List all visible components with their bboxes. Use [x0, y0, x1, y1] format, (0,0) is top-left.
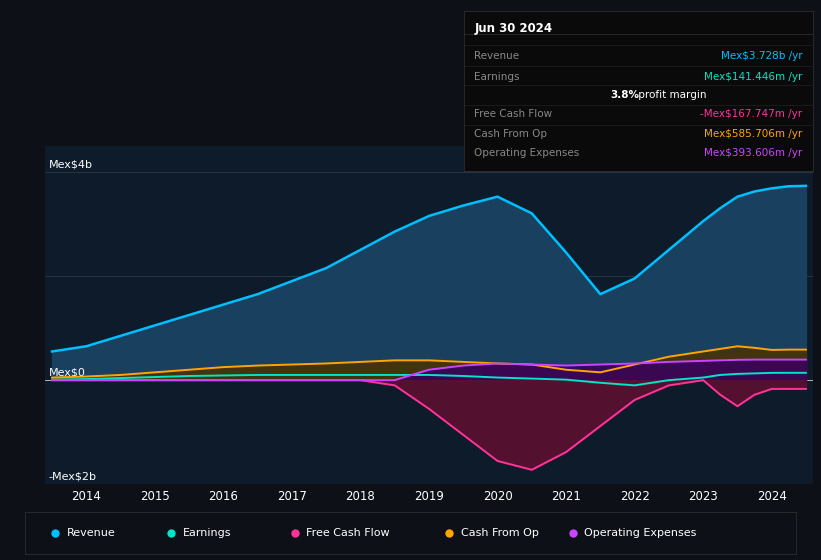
Text: Revenue: Revenue	[67, 529, 116, 538]
Text: Mex$3.728b /yr: Mex$3.728b /yr	[721, 51, 802, 61]
Text: profit margin: profit margin	[635, 90, 706, 100]
Text: Free Cash Flow: Free Cash Flow	[475, 109, 553, 119]
Text: Cash From Op: Cash From Op	[475, 129, 548, 139]
Text: Earnings: Earnings	[183, 529, 232, 538]
Text: Earnings: Earnings	[475, 72, 520, 82]
Text: Mex$393.606m /yr: Mex$393.606m /yr	[704, 148, 802, 158]
Text: Jun 30 2024: Jun 30 2024	[475, 22, 553, 35]
Text: Mex$141.446m /yr: Mex$141.446m /yr	[704, 72, 802, 82]
Text: Free Cash Flow: Free Cash Flow	[306, 529, 390, 538]
Text: -Mex$167.747m /yr: -Mex$167.747m /yr	[700, 109, 802, 119]
Text: Cash From Op: Cash From Op	[461, 529, 539, 538]
Text: 3.8%: 3.8%	[610, 90, 640, 100]
Text: Operating Expenses: Operating Expenses	[585, 529, 696, 538]
Text: Mex$0: Mex$0	[48, 367, 85, 377]
Text: Mex$4b: Mex$4b	[48, 159, 93, 169]
Text: Mex$585.706m /yr: Mex$585.706m /yr	[704, 129, 802, 139]
Text: Revenue: Revenue	[475, 51, 520, 61]
Text: Operating Expenses: Operating Expenses	[475, 148, 580, 158]
Text: -Mex$2b: -Mex$2b	[48, 472, 97, 482]
